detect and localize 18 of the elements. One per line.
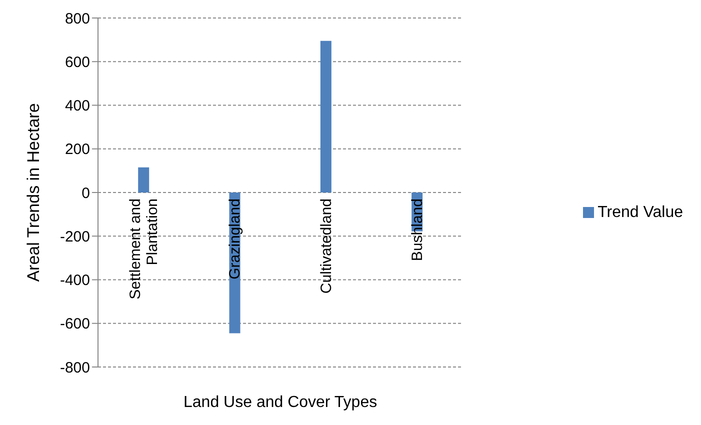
bar	[320, 40, 332, 192]
x-tick-label: Cultivatedland	[318, 198, 335, 294]
y-tick-label: 200	[64, 141, 90, 158]
bar	[138, 167, 150, 192]
x-axis-title: Land Use and Cover Types	[184, 394, 378, 411]
y-axis-title: Areal Trends in Hectare	[24, 103, 44, 282]
legend-label: Trend Value	[598, 204, 683, 220]
y-tick-label: 800	[64, 10, 90, 28]
y-tick-label: 0	[82, 184, 90, 202]
x-tick-label: Bushland	[409, 198, 426, 262]
y-tick-label: 400	[64, 98, 90, 115]
y-tick-label: 600	[64, 54, 90, 71]
y-tick-label: -800	[60, 359, 90, 376]
y-tick-label: -400	[60, 272, 90, 290]
x-tick-label: Grazingland	[226, 198, 244, 280]
y-tick-label: -200	[60, 228, 90, 246]
y-tick-label: -600	[60, 316, 90, 333]
x-tick-label: Settlement and Plantation	[127, 198, 162, 300]
